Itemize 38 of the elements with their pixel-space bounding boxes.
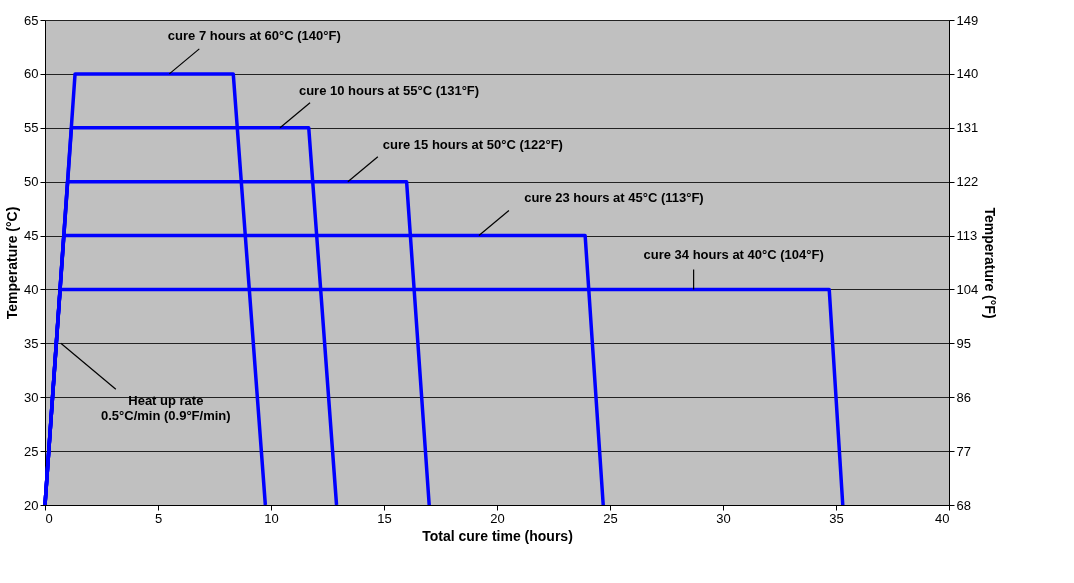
y2-tick-label: 131 [956, 120, 979, 136]
x-tick-label: 30 [716, 510, 731, 526]
annotation: cure 23 hours at 45°C (113°F) [524, 189, 704, 205]
annotation: cure 7 hours at 60°C (140°F) [167, 27, 341, 43]
y2-tick-label: 95 [956, 335, 971, 351]
x-tick-label: 35 [829, 510, 844, 526]
y-axis-title: Temperature (°C) [4, 206, 21, 320]
y-tick-label: 65 [24, 12, 39, 28]
y2-tick-label: 68 [956, 497, 971, 513]
x-tick-label: 5 [154, 510, 163, 526]
y2-axis-title: Temperature (°F) [982, 207, 999, 319]
y2-tick-label: 86 [956, 389, 971, 405]
x-tick-label: 40 [935, 510, 950, 526]
y2-tick-label: 149 [956, 12, 979, 28]
annotation: Heat up rate 0.5°C/min (0.9°F/min) [101, 393, 231, 424]
x-tick-label: 15 [377, 510, 392, 526]
x-tick-label: 10 [264, 510, 279, 526]
x-tick-label: 25 [603, 510, 618, 526]
y2-tick-label: 104 [956, 281, 979, 297]
y2-tick-label: 77 [956, 443, 971, 459]
x-tick-label: 20 [490, 510, 505, 526]
annotation: cure 10 hours at 55°C (131°F) [298, 82, 480, 98]
y-tick-label: 55 [24, 120, 39, 136]
annotation: cure 34 hours at 40°C (104°F) [643, 247, 824, 263]
y-tick-label: 50 [24, 174, 39, 190]
y-tick-label: 25 [24, 443, 39, 459]
y-tick-label: 20 [24, 497, 39, 513]
y-tick-label: 45 [24, 228, 39, 244]
x-tick-label: 0 [45, 510, 53, 526]
y2-tick-label: 122 [956, 174, 979, 190]
y-tick-label: 40 [24, 281, 39, 297]
y-tick-label: 60 [24, 66, 39, 82]
x-axis-title: Total cure time (hours) [422, 527, 573, 544]
y-tick-label: 35 [24, 335, 39, 351]
y-tick-label: 30 [24, 389, 39, 405]
y2-tick-label: 113 [956, 228, 978, 244]
y2-tick-label: 140 [956, 66, 979, 82]
annotation: cure 15 hours at 50°C (122°F) [382, 136, 563, 152]
